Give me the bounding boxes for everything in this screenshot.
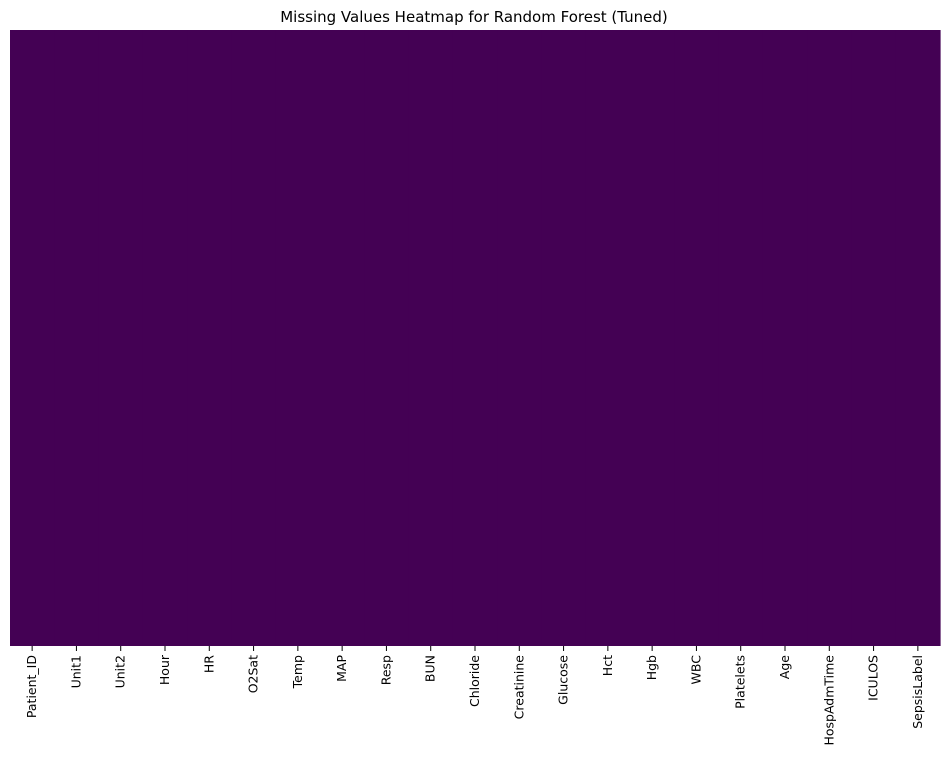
x-tick-label: HospAdmTime <box>821 655 836 746</box>
heatmap-column-unit1 <box>54 30 100 646</box>
x-tick-label: WBC <box>688 655 703 685</box>
x-tick-label: HR <box>201 655 216 673</box>
heatmap-column-chloride <box>452 30 498 646</box>
x-tick-label: Hct <box>600 655 615 676</box>
x-tick-label: ICULOS <box>866 655 881 701</box>
heatmap-column-hct <box>585 30 631 646</box>
heatmap-column-age <box>762 30 808 646</box>
heatmap-column-iculos <box>851 30 897 646</box>
x-axis-tick-labels: Patient_ID Unit1 Unit2 Hour HR O2Sat Temp MAP Re… <box>24 654 925 745</box>
heatmap-column-sepsislabel <box>895 30 941 646</box>
x-tick-label: Unit2 <box>113 655 128 688</box>
heatmap-column-map <box>320 30 365 646</box>
heatmap-cells <box>10 30 941 646</box>
heatmap-column-bun <box>408 30 454 646</box>
x-tick-label: Hgb <box>644 655 659 680</box>
x-tick-label: Platelets <box>733 655 748 709</box>
heatmap-column-temp <box>275 30 321 646</box>
x-tick-label: Unit1 <box>68 655 83 688</box>
heatmap-column-resp <box>364 30 410 646</box>
heatmap-column-hr <box>187 30 233 646</box>
x-tick-label: Glucose <box>556 655 571 705</box>
x-tick-label: Patient_ID <box>24 655 39 718</box>
heatmap-column-hgb <box>630 30 675 646</box>
x-tick-label: Hour <box>157 654 172 685</box>
heatmap-column-platelets <box>718 30 764 646</box>
x-tick-label: O2Sat <box>246 655 261 693</box>
heatmap-column-wbc <box>674 30 720 646</box>
heatmap-column-creatinine <box>497 30 543 646</box>
heatmap-column-hour <box>142 30 188 646</box>
x-tick-label: Temp <box>290 655 305 689</box>
heatmap-column-patient-id <box>10 30 55 646</box>
x-tick-label: Chloride <box>467 655 482 707</box>
chart-title: Missing Values Heatmap for Random Forest… <box>280 8 668 26</box>
heatmap-column-o2sat <box>231 30 277 646</box>
x-tick-label: Creatinine <box>511 655 526 720</box>
heatmap-column-glucose <box>541 30 587 646</box>
heatmap-column-unit2 <box>98 30 144 646</box>
x-tick-label: Resp <box>378 655 393 685</box>
x-tick-label: Age <box>777 655 792 679</box>
heatmap-column-hospadmtime <box>807 30 853 646</box>
x-tick-label: SepsisLabel <box>910 655 925 729</box>
x-tick-label: BUN <box>423 655 438 682</box>
x-axis-ticks <box>31 646 919 651</box>
x-tick-label: MAP <box>334 655 349 682</box>
